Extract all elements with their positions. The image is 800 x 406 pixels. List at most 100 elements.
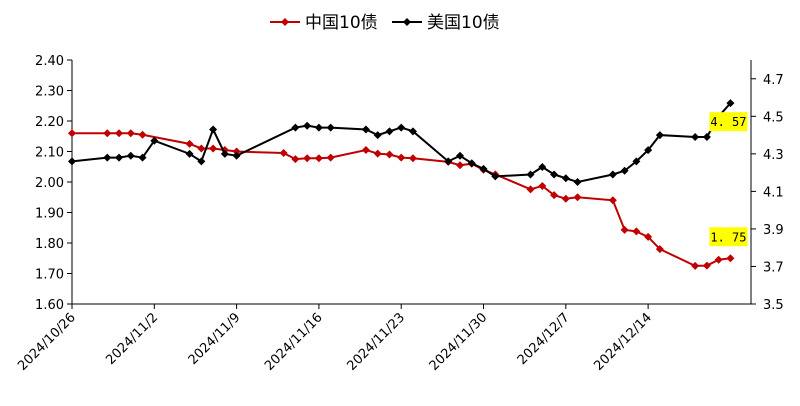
- data-point: [655, 245, 664, 254]
- series-layer: [68, 99, 735, 270]
- y-left-tick-label: 1.70: [35, 268, 64, 283]
- data-point: [209, 144, 218, 153]
- data-point: [608, 196, 617, 205]
- data-point: [385, 127, 394, 136]
- data-point: [632, 157, 641, 166]
- data-point: [467, 159, 476, 168]
- data-point: [691, 132, 700, 141]
- data-point: [444, 157, 453, 166]
- y-right-tick-label: 3.7: [763, 260, 784, 275]
- data-point: [526, 170, 535, 179]
- data-point: [397, 153, 406, 162]
- legend-label: 中国10债: [305, 13, 378, 33]
- legend-label: 美国10债: [427, 13, 500, 33]
- series-line: [72, 132, 731, 267]
- value-label-box: [709, 227, 748, 247]
- y-right-tick-label: 4.5: [763, 110, 784, 125]
- annotations: 4. 57 1. 75: [709, 112, 748, 247]
- data-point: [608, 170, 617, 179]
- data-point: [632, 227, 641, 236]
- data-point: [456, 151, 464, 160]
- data-point: [326, 153, 335, 162]
- data-point: [408, 154, 417, 163]
- y-right-tick-label: 3.9: [763, 223, 784, 238]
- x-tick-label: 2024/10/26: [15, 310, 79, 374]
- data-point: [291, 123, 300, 132]
- data-point: [373, 149, 382, 158]
- data-point: [303, 121, 312, 130]
- data-point: [185, 149, 194, 158]
- y-right-tick-label: 4.1: [763, 185, 784, 200]
- x-tick-label: 2024/11/2: [103, 310, 161, 368]
- series-cn-10y: [68, 129, 735, 270]
- series-us-10y: [68, 99, 735, 186]
- y-left-tick-label: 2.20: [35, 115, 64, 130]
- value-label-box: [709, 112, 748, 132]
- data-point: [209, 125, 218, 134]
- data-point: [550, 191, 559, 200]
- y-left-tick-label: 2.10: [35, 146, 64, 161]
- data-point: [620, 225, 629, 234]
- series-line: [71, 102, 732, 184]
- value-label: 4. 57: [710, 115, 746, 129]
- y-right-tick-label: 3.5: [763, 298, 784, 313]
- data-point: [456, 161, 464, 170]
- data-point: [491, 172, 500, 181]
- legend-marker: [281, 18, 289, 26]
- data-point: [538, 181, 547, 190]
- data-point: [361, 125, 370, 134]
- data-point: [115, 153, 124, 162]
- y-left-tick-label: 1.90: [35, 207, 64, 222]
- data-point: [232, 151, 241, 160]
- x-tick-label: 2024/12/7: [515, 310, 573, 368]
- y-left-tick-label: 2.30: [35, 85, 64, 100]
- x-tick-label: 2024/11/16: [262, 310, 326, 374]
- data-point: [126, 151, 135, 160]
- data-point: [279, 149, 288, 158]
- data-point: [314, 154, 323, 163]
- data-point: [326, 123, 335, 132]
- data-point: [550, 170, 559, 179]
- data-point: [714, 255, 723, 264]
- data-point: [232, 147, 241, 156]
- data-point: [361, 145, 370, 154]
- data-point: [702, 132, 711, 141]
- x-tick-label: 2024/11/30: [427, 310, 491, 374]
- data-point: [373, 131, 382, 140]
- data-point: [126, 129, 135, 138]
- x-tick-label: 2024/12/14: [591, 310, 655, 374]
- data-point: [479, 164, 488, 173]
- data-point: [138, 130, 147, 139]
- data-point: [526, 185, 535, 194]
- data-point: [655, 131, 664, 140]
- data-point: [561, 174, 570, 183]
- data-point: [138, 153, 147, 162]
- x-tick-label: 2024/11/23: [344, 310, 408, 374]
- value-label: 1. 75: [710, 230, 746, 244]
- x-tick-label: 2024/11/9: [186, 310, 244, 368]
- y-right-tick-label: 4.3: [763, 148, 784, 163]
- data-point: [385, 150, 394, 159]
- data-point: [397, 123, 406, 132]
- data-point: [561, 194, 570, 203]
- y-left-tick-label: 2.00: [35, 176, 64, 191]
- data-point: [644, 146, 653, 155]
- data-point: [291, 155, 300, 164]
- y-right-tick-label: 4.7: [763, 73, 784, 88]
- data-point: [68, 129, 76, 138]
- y-left-tick-label: 1.80: [35, 237, 64, 252]
- legend: 中国10债 美国10债: [270, 13, 500, 33]
- data-point: [150, 136, 159, 145]
- data-point: [573, 193, 582, 202]
- axes: 1.60 1.70 1.80 1.90 2.00 2.10 2.20 2.30 2.40 3.5 3…: [15, 54, 783, 374]
- data-point: [538, 162, 547, 171]
- data-point: [702, 261, 711, 270]
- data-point: [103, 153, 112, 162]
- data-point: [197, 157, 206, 166]
- data-point: [573, 178, 582, 186]
- data-point: [726, 99, 735, 108]
- data-point: [314, 123, 323, 132]
- data-point: [408, 127, 417, 136]
- data-point: [197, 144, 206, 153]
